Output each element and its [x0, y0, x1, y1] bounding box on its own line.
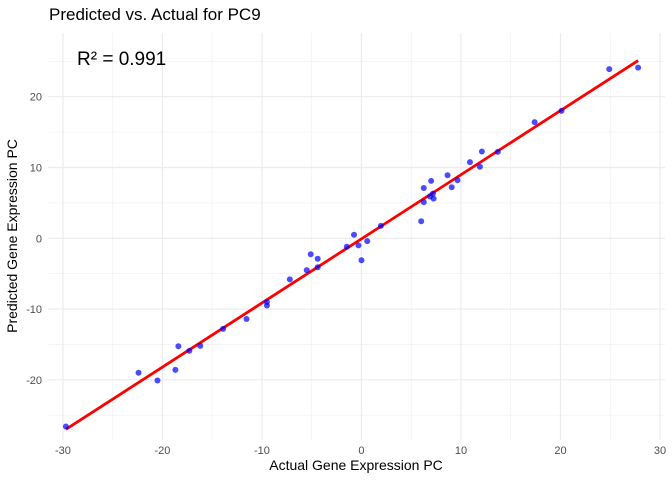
- x-tick-label: 20: [554, 445, 566, 457]
- data-point: [307, 251, 314, 258]
- data-point: [343, 243, 350, 250]
- data-point: [220, 325, 227, 332]
- y-tick-label: 10: [30, 162, 42, 174]
- chart-title: Predicted vs. Actual for PC9: [49, 5, 261, 24]
- x-tick-label: 0: [358, 445, 364, 457]
- x-tick-label: 10: [455, 445, 467, 457]
- data-point: [531, 119, 538, 126]
- data-point: [420, 199, 427, 206]
- x-tick-label: -10: [254, 445, 270, 457]
- data-point: [172, 366, 179, 373]
- data-point: [286, 276, 293, 283]
- data-point: [606, 66, 613, 73]
- data-point: [135, 369, 142, 376]
- data-point: [351, 231, 358, 238]
- fit-line-layer: [65, 59, 639, 431]
- data-point: [364, 238, 371, 245]
- data-point: [444, 172, 451, 179]
- r-squared-annotation: R² = 0.991: [77, 49, 166, 70]
- data-point: [243, 315, 250, 322]
- points-layer: [62, 64, 642, 430]
- data-point: [154, 377, 161, 384]
- data-point: [186, 347, 193, 354]
- data-point: [418, 218, 425, 225]
- data-point: [377, 222, 384, 229]
- x-tick-label: 30: [654, 445, 666, 457]
- data-point: [62, 423, 69, 430]
- data-point: [314, 264, 321, 271]
- x-tick-label: -20: [154, 445, 170, 457]
- data-point: [303, 267, 310, 274]
- fit-line: [65, 59, 639, 431]
- data-point: [175, 343, 182, 350]
- data-point: [314, 255, 321, 262]
- data-point: [420, 185, 427, 192]
- data-point: [635, 64, 642, 71]
- data-point: [358, 257, 365, 264]
- x-tick-label: -30: [55, 445, 71, 457]
- data-point: [448, 184, 455, 191]
- data-point: [558, 107, 565, 114]
- data-point: [429, 190, 436, 197]
- data-point: [197, 342, 204, 349]
- data-point: [476, 163, 483, 170]
- data-point: [466, 159, 473, 166]
- y-tick-label: -10: [26, 304, 42, 316]
- data-point: [355, 242, 362, 249]
- y-axis-label: Predicted Gene Expression PC: [4, 139, 20, 333]
- y-tick-label: 20: [30, 92, 42, 104]
- data-point: [494, 148, 501, 155]
- y-tick-label: 0: [36, 233, 42, 245]
- data-point: [478, 148, 485, 155]
- y-tick-label: -20: [26, 375, 42, 387]
- tick-labels: -30 -20 -10 0 10 20 30 -20 -10 0 10 20: [26, 92, 666, 457]
- data-point: [454, 177, 461, 184]
- x-axis-label: Actual Gene Expression PC: [269, 457, 443, 473]
- data-point: [263, 302, 270, 309]
- grid: [48, 33, 665, 440]
- data-point: [428, 177, 435, 184]
